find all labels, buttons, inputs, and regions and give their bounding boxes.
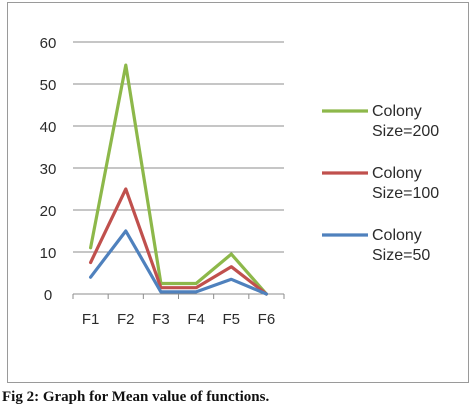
y-axis-ticks: 0 10 20 30 40 50 60 [40, 35, 57, 304]
axes [72, 293, 285, 299]
legend-label: Colony [372, 165, 422, 182]
series-line-2 [88, 229, 268, 296]
y-tick-label: 10 [40, 245, 57, 262]
figure-frame [7, 2, 469, 383]
x-tick-label: F2 [117, 311, 135, 328]
x-axis-ticks: F1 F2 F3 F4 F5 F6 [82, 311, 275, 328]
figure-caption: Fig 2: Graph for Mean value of functions… [2, 389, 270, 405]
x-tick-label: F4 [187, 311, 205, 328]
series-line-1 [88, 187, 268, 296]
legend: Colony Size=200 Colony Size=100 Colony Size=5… [322, 103, 439, 264]
x-tick-label: F6 [258, 311, 276, 328]
series-lines [88, 63, 268, 296]
x-tick-label: F3 [152, 311, 170, 328]
y-tick-label: 60 [40, 35, 57, 52]
legend-label: Size=50 [372, 247, 430, 264]
y-tick-label: 20 [40, 203, 57, 220]
legend-label: Size=200 [372, 123, 439, 140]
legend-label: Size=100 [372, 185, 439, 202]
y-tick-label: 40 [40, 119, 57, 136]
x-tick-label: F1 [82, 311, 100, 328]
y-tick-label: 50 [40, 77, 57, 94]
series-line-0 [88, 63, 268, 296]
legend-label: Colony [372, 227, 422, 244]
y-tick-label: 30 [40, 161, 57, 178]
x-tick-label: F5 [222, 311, 240, 328]
gridlines [73, 41, 284, 253]
y-tick-label: 0 [44, 287, 52, 304]
legend-label: Colony [372, 103, 422, 120]
